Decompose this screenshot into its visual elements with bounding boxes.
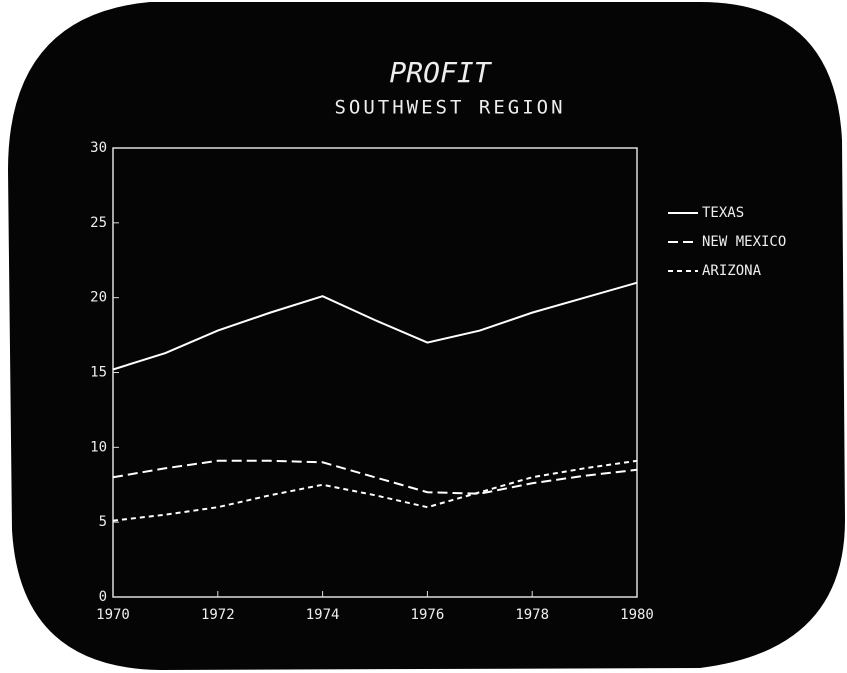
y-tick-label: 5	[99, 514, 107, 530]
y-tick-label: 30	[90, 140, 107, 156]
legend-label: NEW MEXICO	[702, 234, 786, 250]
page: PROFIT SOUTHWEST REGION 0 5 10 15 20 25 30 1970…	[0, 0, 847, 673]
y-tick-label: 25	[90, 215, 107, 231]
x-tick-label: 1970	[96, 607, 130, 623]
legend-label: TEXAS	[702, 205, 744, 221]
chart: PROFIT SOUTHWEST REGION 0 5 10 15 20 25 30 1970…	[0, 0, 847, 673]
y-tick-label: 10	[90, 439, 107, 455]
x-tick-label: 1972	[201, 607, 235, 623]
y-tick-label: 15	[90, 365, 107, 381]
y-tick-label: 20	[90, 290, 107, 306]
x-tick-label: 1974	[306, 607, 340, 623]
chart-subtitle: SOUTHWEST REGION	[334, 97, 565, 119]
y-tick-label: 0	[99, 589, 107, 605]
chart-title: PROFIT	[389, 56, 492, 89]
x-tick-label: 1976	[411, 607, 445, 623]
x-tick-label: 1978	[515, 607, 549, 623]
legend-label: ARIZONA	[702, 263, 762, 279]
x-tick-label: 1980	[620, 607, 654, 623]
